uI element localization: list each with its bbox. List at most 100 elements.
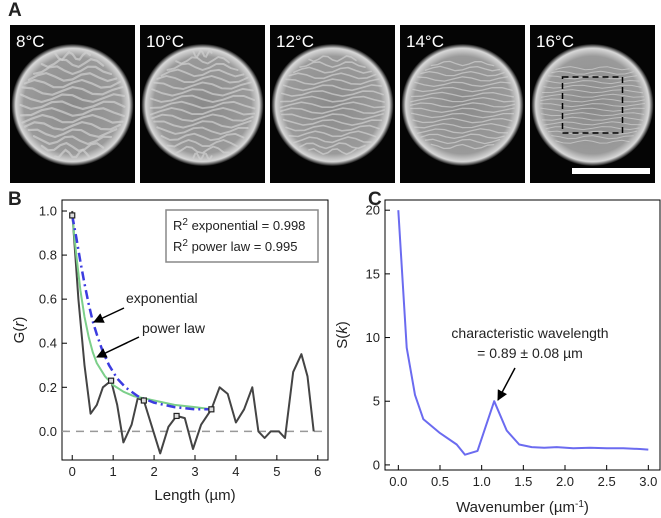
stripe [282,118,383,127]
x-tick-label: 1 [110,464,117,479]
x-axis-label: Length (µm) [154,487,235,504]
stripe [543,84,642,89]
y-tick-label: 0.0 [39,424,57,439]
stripe [430,60,495,67]
stripe [280,107,385,115]
x-tick-label: 5 [273,464,280,479]
stripe [541,89,644,94]
text-part: ) [11,317,28,322]
y-tick-label: 0.6 [39,292,57,307]
stripe [424,65,501,72]
marker [108,377,115,384]
stripe [299,142,366,150]
stripe [27,128,118,139]
x-axis-label: Wavenumber (µm-1) [456,499,589,517]
x-tick-label: 2 [150,464,157,479]
stripe [27,71,118,83]
text-part: ) [334,321,351,326]
stripe [308,147,357,156]
x-tick-label: 6 [314,464,321,479]
text-part: ) [584,499,589,516]
x-tick-label: 0.0 [389,474,407,489]
x-tick-label: 4 [232,464,239,479]
stripe [192,48,213,59]
stripe [153,81,252,90]
stripe [149,107,256,116]
arrow [497,367,516,401]
marker [208,406,215,413]
annotation: power law [142,320,206,336]
temperature-label: 8°C [16,32,45,51]
stripe [414,81,511,88]
stripe [153,119,252,129]
vesicle [141,44,264,166]
marker [140,397,147,404]
panel-label: B [8,189,22,210]
stripe [151,87,254,97]
panel-label: C [368,189,382,210]
stripe [156,75,249,84]
stripe [32,65,113,76]
stripe [281,90,384,98]
text-part: exponential = 0.998 [188,218,305,233]
legend-entry: R2 exponential = 0.998 [173,217,305,234]
stripe [293,136,372,144]
stripe [282,84,383,92]
stripe [545,79,640,85]
y-tick-label: 0.8 [39,248,57,263]
stripe [281,113,384,121]
x-tick-label: 1.5 [514,474,532,489]
y-tick-label: 1.0 [39,204,57,219]
stripe [412,86,513,93]
stripe [149,100,256,110]
stripe [540,103,645,108]
stripe [156,126,249,135]
stripe [285,78,380,86]
vesicle [531,44,654,166]
data-line [71,210,315,455]
stripe [541,116,644,121]
x-tick-label: 0 [69,464,76,479]
stripe [166,62,239,72]
marker [69,212,76,219]
stripe [551,70,634,75]
stripe [545,126,640,131]
x-tick-label: 2.0 [556,474,574,489]
stripe [40,58,105,69]
stripe [299,61,366,69]
stripe [420,133,505,140]
stripe [54,148,91,159]
text-part: Wavenumber (µm [456,499,575,516]
stripe [555,66,630,71]
stripe [430,143,495,150]
y-tick-label: 0 [373,457,380,472]
stripe [409,102,516,108]
annotation: exponential [126,290,198,306]
y-tick-label: 15 [366,266,380,281]
x-tick-label: 3 [191,464,198,479]
text-part: R [173,218,182,233]
x-tick-label: 1.0 [473,474,491,489]
y-tick-label: 0.4 [39,336,57,351]
stripe [19,100,126,111]
x-tick-label: 2.5 [598,474,616,489]
stripe [21,85,124,96]
scale-bar [572,168,650,174]
stripe [151,113,254,122]
panel-label: A [8,0,22,21]
legend-entry: R2 power law = 0.995 [173,238,297,255]
text-part: -1 [575,499,584,510]
arrow [93,307,125,323]
temperature-label: 12°C [276,32,314,51]
arrow [96,336,140,358]
text-part: 2 [182,217,188,228]
stripe [19,93,126,104]
y-tick-label: 10 [366,330,380,345]
stripe [23,78,122,89]
text-part: r [11,321,28,327]
stripe [547,130,638,135]
marker [173,412,180,420]
stripe [280,95,385,103]
stripe [160,132,245,142]
